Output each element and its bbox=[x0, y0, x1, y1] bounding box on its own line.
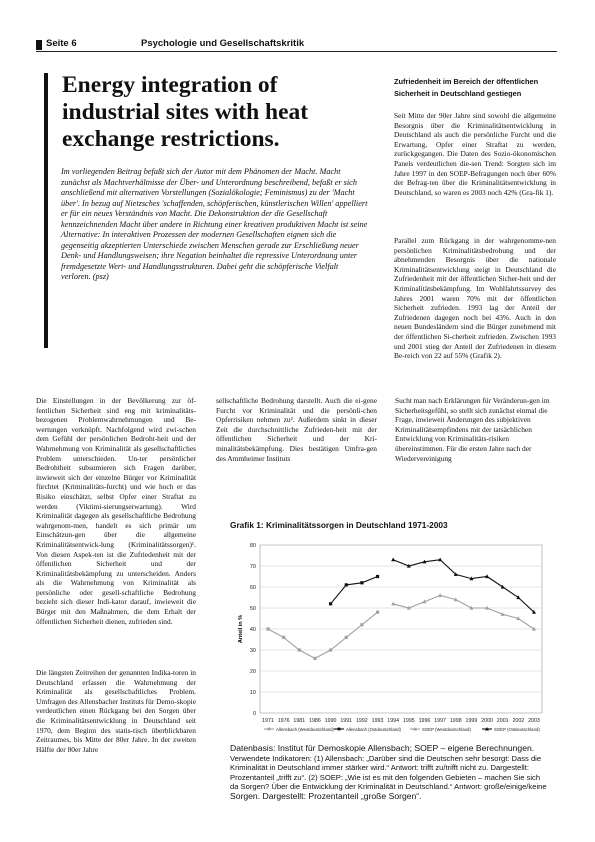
y-tick-label: 70 bbox=[250, 564, 256, 570]
data-point bbox=[485, 574, 490, 579]
magazine-title: Psychologie und Gesellschaftskritik bbox=[141, 38, 305, 49]
data-point bbox=[406, 605, 411, 610]
legend-marker bbox=[267, 727, 271, 731]
series-line bbox=[392, 559, 535, 613]
page-number: Seite 6 bbox=[46, 38, 77, 49]
data-point bbox=[500, 612, 505, 616]
series-line bbox=[267, 611, 378, 660]
x-tick-label: 1999 bbox=[466, 718, 478, 724]
sidebar-paragraph-1: Seit Mitte der 90er Jahre sind sowohl di… bbox=[394, 111, 556, 197]
x-tick-label: 1998 bbox=[450, 718, 462, 724]
x-tick-label: 1995 bbox=[403, 718, 415, 724]
data-point bbox=[328, 648, 333, 652]
figure-title: Grafik 1: Kriminalitätssorgen in Deutsch… bbox=[230, 520, 448, 530]
data-point bbox=[360, 581, 364, 585]
data-point bbox=[360, 623, 364, 627]
data-point bbox=[406, 563, 411, 568]
data-point bbox=[328, 602, 333, 606]
y-tick-label: 80 bbox=[250, 543, 256, 549]
data-point bbox=[282, 635, 286, 639]
caption-indicators: Verwendete Indikatoren: (1) Allensbach: … bbox=[230, 753, 547, 792]
legend-marker bbox=[413, 727, 417, 731]
data-point bbox=[344, 583, 348, 587]
x-tick-label: 1994 bbox=[387, 718, 399, 724]
data-point bbox=[266, 627, 270, 631]
data-point bbox=[532, 610, 536, 614]
y-tick-label: 50 bbox=[250, 606, 256, 612]
column-3-text: Sucht man nach Erklärungen für Veränderu… bbox=[395, 396, 550, 463]
data-point bbox=[375, 574, 380, 579]
data-point bbox=[516, 616, 521, 621]
data-point bbox=[391, 557, 396, 562]
data-point bbox=[391, 601, 396, 606]
series-line bbox=[330, 575, 378, 605]
x-tick-label: 2003 bbox=[528, 718, 540, 724]
x-tick-label: 1992 bbox=[356, 718, 368, 724]
article-title: Energy integration of industrial sites w… bbox=[62, 72, 309, 152]
data-point bbox=[375, 610, 380, 614]
data-point bbox=[438, 593, 443, 597]
legend-label: Allensbach (Westdeutschland) bbox=[276, 727, 335, 732]
x-tick-label: 1981 bbox=[293, 718, 305, 724]
data-point bbox=[297, 648, 301, 652]
figure-caption: Datenbasis: Institut für Demoskopie Alle… bbox=[230, 743, 550, 802]
data-point bbox=[453, 597, 458, 602]
y-tick-label: 0 bbox=[253, 711, 256, 717]
data-point bbox=[469, 605, 474, 610]
legend-marker bbox=[485, 727, 489, 731]
data-point bbox=[438, 557, 443, 562]
series-line bbox=[393, 594, 535, 630]
data-point bbox=[485, 605, 490, 610]
x-tick-label: 1990 bbox=[325, 718, 337, 724]
data-point bbox=[453, 572, 458, 576]
x-tick-label: 1996 bbox=[419, 718, 431, 724]
data-point bbox=[469, 576, 474, 581]
legend-marker bbox=[337, 727, 341, 731]
caption-data-source: Datenbasis: Institut für Demoskopie Alle… bbox=[230, 743, 535, 753]
header-rule bbox=[36, 51, 557, 52]
data-point bbox=[516, 595, 521, 600]
x-tick-label: 1976 bbox=[278, 718, 290, 724]
y-tick-label: 20 bbox=[250, 669, 256, 675]
legend-label: SOEP (Ostdeutschland) bbox=[494, 727, 540, 732]
data-point bbox=[313, 656, 317, 660]
y-tick-label: 10 bbox=[250, 690, 256, 696]
caption-end: Sorgen. Dargestellt: Prozentanteil „groß… bbox=[230, 790, 422, 801]
column-1-text: Die Einstellungen in der Bevölkerung zur… bbox=[36, 396, 196, 626]
y-axis-label: Anteil in % bbox=[238, 615, 244, 643]
x-tick-label: 1993 bbox=[372, 718, 384, 724]
data-point bbox=[500, 584, 505, 589]
y-tick-label: 40 bbox=[250, 627, 256, 633]
data-point bbox=[344, 635, 348, 639]
x-tick-label: 1986 bbox=[309, 718, 321, 724]
x-tick-label: 1971 bbox=[262, 718, 274, 724]
legend-label: SOEP (Westdeutschland) bbox=[422, 727, 471, 732]
title-bar bbox=[44, 73, 48, 348]
x-tick-label: 2000 bbox=[481, 718, 493, 724]
data-point bbox=[532, 626, 536, 631]
data-point bbox=[422, 559, 427, 564]
y-tick-label: 30 bbox=[250, 648, 256, 654]
x-tick-label: 1991 bbox=[340, 718, 352, 724]
legend-label: Allensbach (Ostdeutschland) bbox=[346, 727, 402, 732]
x-tick-label: 1997 bbox=[434, 718, 446, 724]
article-abstract: Im vorliegenden Beitrag befaßt sich der … bbox=[61, 167, 368, 281]
sidebar-paragraph-2: Parallel zum Rückgang in der wahrgenomme… bbox=[394, 236, 556, 361]
data-point bbox=[422, 599, 427, 604]
x-tick-label: 2002 bbox=[512, 718, 524, 724]
y-tick-label: 60 bbox=[250, 585, 256, 591]
page-marker bbox=[36, 40, 42, 50]
column-2-text: sellschaftliche Bedrohung darstellt. Auc… bbox=[216, 396, 377, 463]
column-1-text-continued: Die längsten Zeitreihen der genannten In… bbox=[36, 668, 196, 754]
x-tick-label: 2001 bbox=[497, 718, 509, 724]
sidebar-heading: Zufriedenheit im Bereich der öffentliche… bbox=[394, 77, 539, 98]
